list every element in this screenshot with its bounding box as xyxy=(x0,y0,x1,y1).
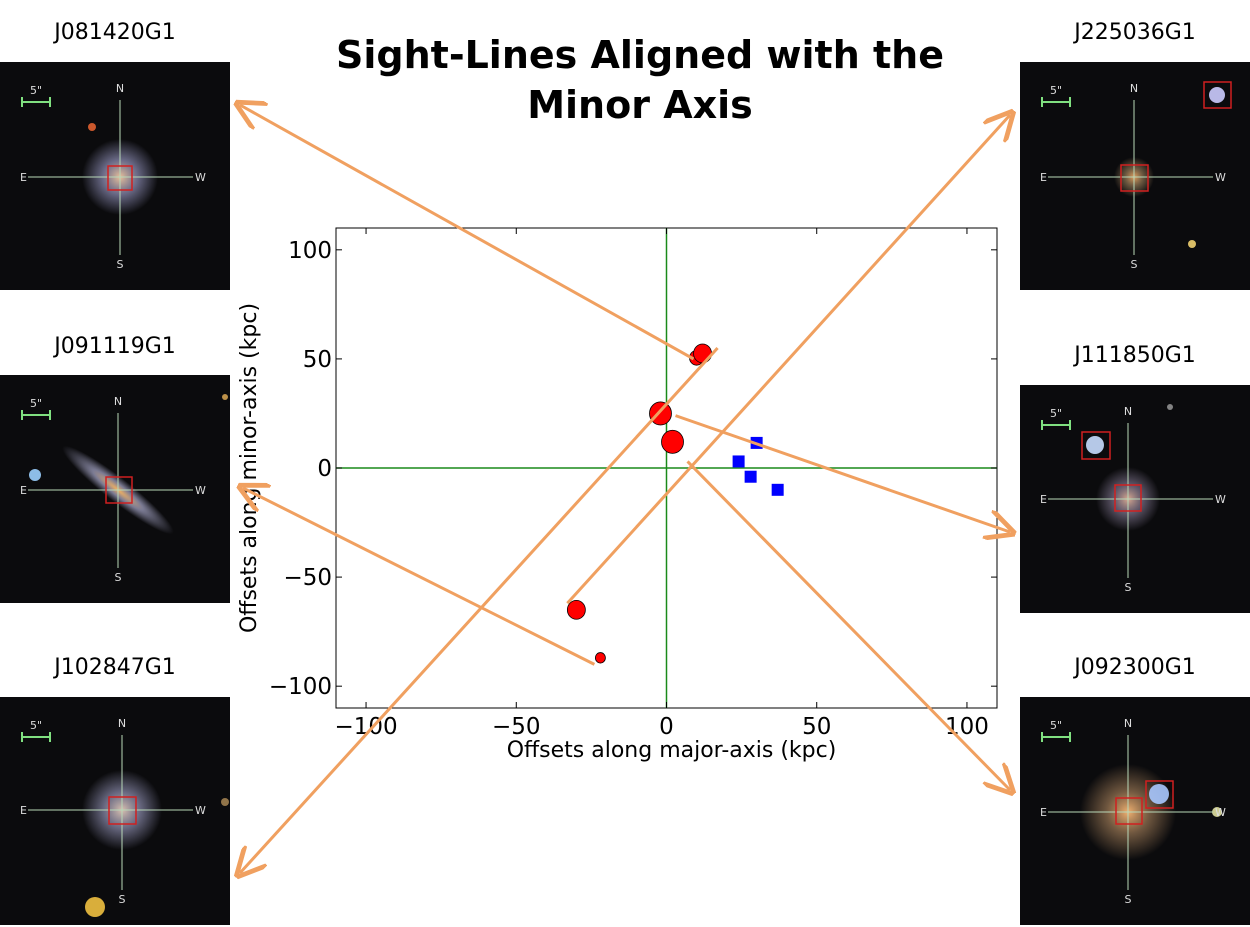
compass-north: N xyxy=(116,82,124,95)
target-box xyxy=(107,165,133,191)
target-box xyxy=(1203,81,1232,109)
star xyxy=(85,897,105,917)
compass-north: N xyxy=(1124,405,1132,418)
x-tick-label: 0 xyxy=(659,714,674,740)
compass-west: W xyxy=(1215,493,1226,506)
scale-label: 5" xyxy=(1050,719,1062,732)
compass-south: S xyxy=(1125,893,1132,906)
compass-north: N xyxy=(1130,82,1138,95)
compass-west: W xyxy=(195,804,206,817)
galaxy-label-4: J225036G1 xyxy=(1074,20,1196,45)
compass-south: S xyxy=(115,571,122,584)
compass-west: W xyxy=(195,171,206,184)
galaxy-image-4: 5" N S E W xyxy=(1020,62,1250,290)
data-point-circle xyxy=(661,429,684,454)
data-point-square xyxy=(771,483,784,496)
x-tick-label: −50 xyxy=(492,714,541,740)
data-point-circle xyxy=(693,343,712,364)
star xyxy=(1188,240,1196,248)
scale-label: 5" xyxy=(1050,407,1062,420)
scale-label: 5" xyxy=(1050,84,1062,97)
link-arrow xyxy=(686,460,1010,790)
star xyxy=(221,798,229,806)
link-arrow xyxy=(566,115,1010,605)
compass-east: E xyxy=(1040,493,1047,506)
galaxy-image-1: 5" N S E W xyxy=(0,62,230,290)
star xyxy=(29,469,41,481)
y-tick-label: 50 xyxy=(303,347,332,373)
scale-label: 5" xyxy=(30,719,42,732)
target-box xyxy=(105,476,133,504)
compass-south: S xyxy=(1131,258,1138,271)
x-tick-label: 100 xyxy=(945,714,989,740)
scale-label: 5" xyxy=(30,397,42,410)
compass-south: S xyxy=(1125,581,1132,594)
target-box xyxy=(1081,431,1111,460)
compass-east: E xyxy=(20,804,27,817)
y-axis-label: Offsets along minor-axis (kpc) xyxy=(237,303,262,633)
compass-west: W xyxy=(1215,171,1226,184)
target-box xyxy=(1114,484,1142,512)
data-point-square xyxy=(732,455,745,468)
y-tick-label: −50 xyxy=(283,565,332,591)
target-box xyxy=(1120,164,1149,192)
star xyxy=(1212,807,1222,817)
galaxy-label-6: J092300G1 xyxy=(1074,655,1196,680)
y-tick-label: 100 xyxy=(288,238,332,264)
star xyxy=(1086,436,1104,454)
scale-label: 5" xyxy=(30,84,42,97)
page-title: Sight-Lines Aligned with the Minor Axis xyxy=(330,30,950,130)
title-line-2: Minor Axis xyxy=(527,83,753,127)
compass-east: E xyxy=(20,484,27,497)
galaxy-image-6: 5" N S E W xyxy=(1020,697,1250,925)
target-box xyxy=(1115,797,1143,825)
x-tick-label: 50 xyxy=(802,714,831,740)
link-arrow xyxy=(240,105,695,361)
compass-west: W xyxy=(195,484,206,497)
compass-north: N xyxy=(118,717,126,730)
link-arrow xyxy=(240,346,719,873)
compass-south: S xyxy=(119,893,126,906)
galaxy-label-5: J111850G1 xyxy=(1074,343,1196,368)
star xyxy=(1149,784,1169,804)
compass-east: E xyxy=(1040,171,1047,184)
star xyxy=(88,123,96,131)
galaxy-label-3: J102847G1 xyxy=(54,655,176,680)
galaxy-image-2: 5" N S E W xyxy=(0,375,230,603)
title-line-1: Sight-Lines Aligned with the xyxy=(336,33,944,77)
compass-east: E xyxy=(1040,806,1047,819)
link-arrow xyxy=(243,488,596,666)
compass-north: N xyxy=(114,395,122,408)
compass-north: N xyxy=(1124,717,1132,730)
galaxy-image-5: 5" N S E W xyxy=(1020,385,1250,613)
galaxy-label-2: J091119G1 xyxy=(54,334,176,359)
link-arrow xyxy=(675,414,1010,532)
x-axis-label: Offsets along major-axis (kpc) xyxy=(507,738,837,763)
data-point-circle xyxy=(649,401,672,426)
data-point-square xyxy=(744,470,757,483)
star xyxy=(1167,404,1173,410)
compass-west: W xyxy=(1215,806,1226,819)
star xyxy=(1209,87,1225,103)
data-point-circle xyxy=(595,652,606,664)
target-box xyxy=(1145,780,1174,809)
data-point-circle xyxy=(566,599,586,620)
star xyxy=(222,394,228,400)
compass-east: E xyxy=(20,171,27,184)
y-tick-label: 0 xyxy=(317,456,332,482)
compass-south: S xyxy=(117,258,124,271)
target-box xyxy=(108,796,137,825)
y-tick-label: −100 xyxy=(269,674,332,700)
galaxy-image-3: 5" N S E W xyxy=(0,697,230,925)
galaxy-label-1: J081420G1 xyxy=(54,20,176,45)
